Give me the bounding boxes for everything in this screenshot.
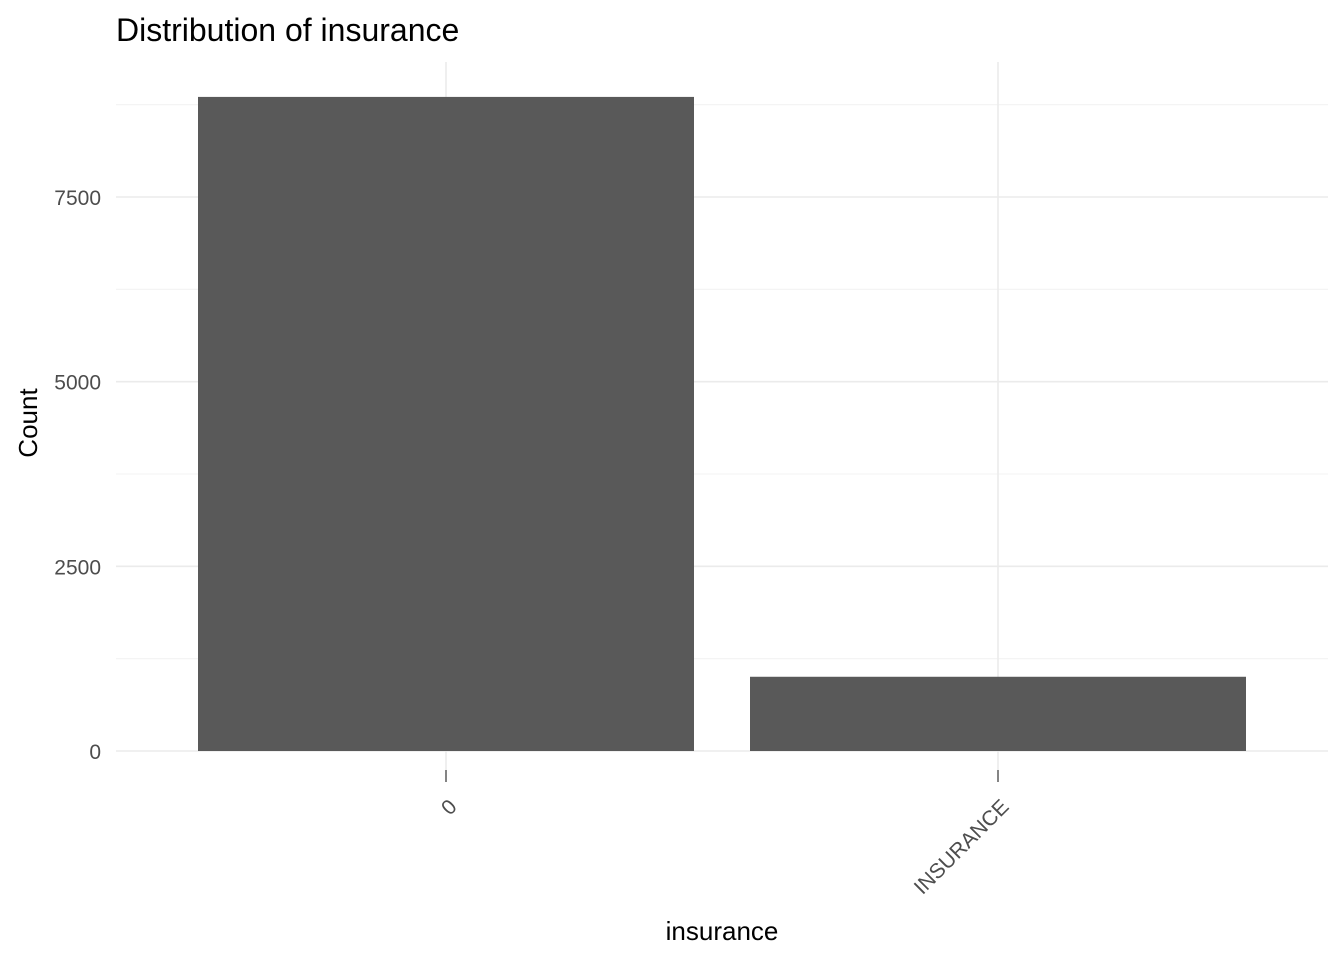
y-axis-title: Count (13, 388, 43, 458)
y-tick-label: 7500 (54, 187, 101, 210)
x-tick-label: 0 (437, 795, 462, 820)
bars (198, 96, 1246, 752)
y-tick-label: 2500 (54, 556, 101, 579)
chart-title: Distribution of insurance (116, 12, 459, 48)
x-axis-title: insurance (666, 916, 779, 946)
bar-insurance (750, 676, 1246, 751)
bar-0 (198, 96, 694, 752)
x-tick-label: INSURANCE (910, 795, 1014, 899)
y-tick-label: 0 (89, 741, 101, 764)
y-tick-label: 5000 (54, 372, 101, 395)
